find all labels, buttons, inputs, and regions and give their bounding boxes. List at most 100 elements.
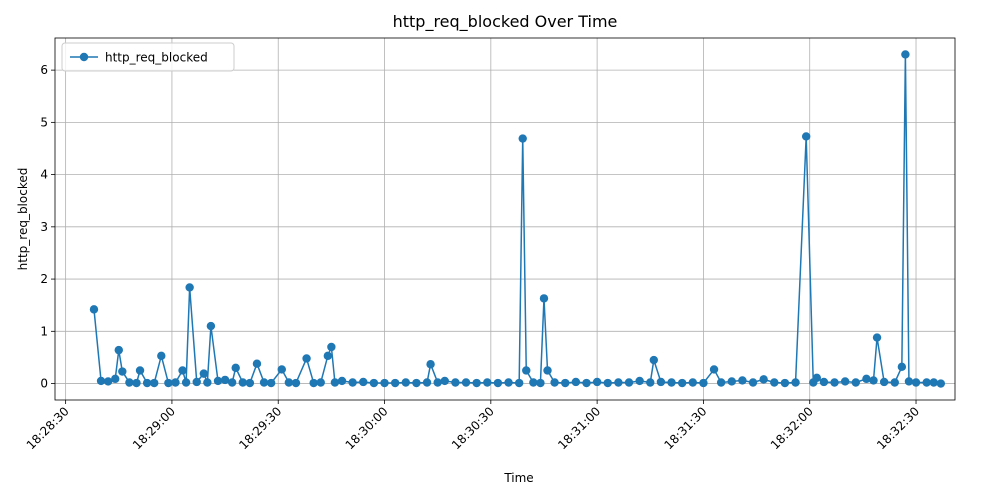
data-point	[199, 369, 209, 378]
data-point	[89, 305, 99, 314]
data-point	[603, 378, 612, 388]
axes-frame	[54, 37, 956, 401]
data-point	[738, 376, 747, 385]
data-point	[922, 378, 931, 387]
data-point	[635, 376, 644, 386]
data-point	[727, 377, 736, 386]
data-point	[890, 378, 899, 387]
chart-title: http_req_blocked Over Time	[393, 12, 618, 32]
plot-layer	[89, 50, 946, 388]
data-point	[284, 378, 294, 387]
data-point	[759, 375, 768, 384]
y-tick-label: 4	[40, 168, 48, 182]
data-point	[518, 134, 527, 143]
data-point	[330, 378, 340, 387]
data-point	[780, 378, 790, 388]
data-point	[929, 378, 938, 387]
data-point	[327, 342, 336, 352]
data-point	[851, 378, 860, 387]
data-point	[96, 376, 106, 386]
legend: http_req_blocked	[61, 42, 235, 72]
data-point	[582, 378, 591, 388]
data-point	[819, 377, 829, 387]
data-point	[879, 377, 889, 387]
data-point	[192, 377, 201, 387]
data-point	[901, 50, 910, 59]
data-point	[543, 366, 552, 375]
data-point	[266, 378, 276, 388]
data-point	[157, 351, 166, 361]
data-point	[529, 378, 538, 387]
data-point	[472, 378, 481, 388]
data-point	[359, 377, 368, 387]
data-point	[103, 377, 113, 386]
data-point	[872, 333, 882, 342]
data-point	[291, 378, 301, 388]
data-point	[862, 374, 871, 384]
data-point	[688, 378, 697, 387]
data-point	[422, 378, 432, 387]
data-point	[709, 365, 719, 374]
data-point	[203, 378, 212, 387]
data-point	[369, 378, 379, 388]
data-point	[791, 378, 800, 387]
y-tick-label: 3	[40, 220, 48, 234]
data-point	[125, 378, 134, 387]
data-point	[483, 378, 492, 387]
data-point	[504, 378, 513, 387]
data-point	[150, 378, 159, 388]
data-point	[111, 374, 120, 384]
data-point	[227, 378, 237, 387]
data-point	[348, 378, 357, 387]
data-point	[897, 362, 907, 372]
data-point	[231, 363, 240, 373]
data-point	[323, 351, 333, 361]
data-point	[646, 378, 655, 387]
data-point	[936, 379, 946, 388]
data-point	[132, 378, 141, 388]
legend-label: http_req_blocked	[105, 51, 208, 65]
data-point	[911, 378, 921, 387]
data-point	[206, 321, 216, 331]
data-point	[624, 378, 634, 387]
y-tick-label: 5	[40, 115, 48, 129]
data-point	[316, 378, 325, 387]
data-point	[277, 365, 286, 374]
data-point	[245, 378, 255, 388]
data-point	[716, 378, 726, 387]
data-point	[748, 378, 758, 387]
data-point	[770, 378, 779, 387]
y-tick-label: 2	[40, 272, 48, 286]
data-point	[114, 345, 123, 355]
data-point	[522, 366, 531, 375]
data-point	[656, 377, 666, 387]
data-point	[142, 378, 152, 388]
legend-box	[61, 42, 235, 72]
x-axis-label: Time	[503, 471, 533, 485]
data-point	[614, 378, 623, 387]
data-point	[390, 378, 400, 388]
legend-marker	[79, 52, 89, 62]
grid-layer	[55, 38, 955, 400]
data-point	[181, 378, 191, 387]
data-point	[667, 378, 676, 387]
data-point	[309, 378, 318, 388]
data-point	[571, 377, 581, 387]
data-point	[536, 378, 545, 388]
data-point	[433, 378, 442, 387]
data-point	[539, 294, 549, 303]
data-point	[801, 132, 811, 141]
data-point	[699, 378, 708, 388]
data-point	[171, 378, 180, 387]
data-point	[118, 367, 127, 376]
data-point	[220, 375, 230, 385]
data-point	[259, 378, 269, 387]
y-tick-label: 0	[40, 377, 48, 391]
data-point	[440, 376, 449, 386]
data-point	[840, 377, 850, 386]
data-point	[561, 378, 570, 388]
data-point	[164, 378, 173, 388]
data-point	[178, 366, 187, 375]
